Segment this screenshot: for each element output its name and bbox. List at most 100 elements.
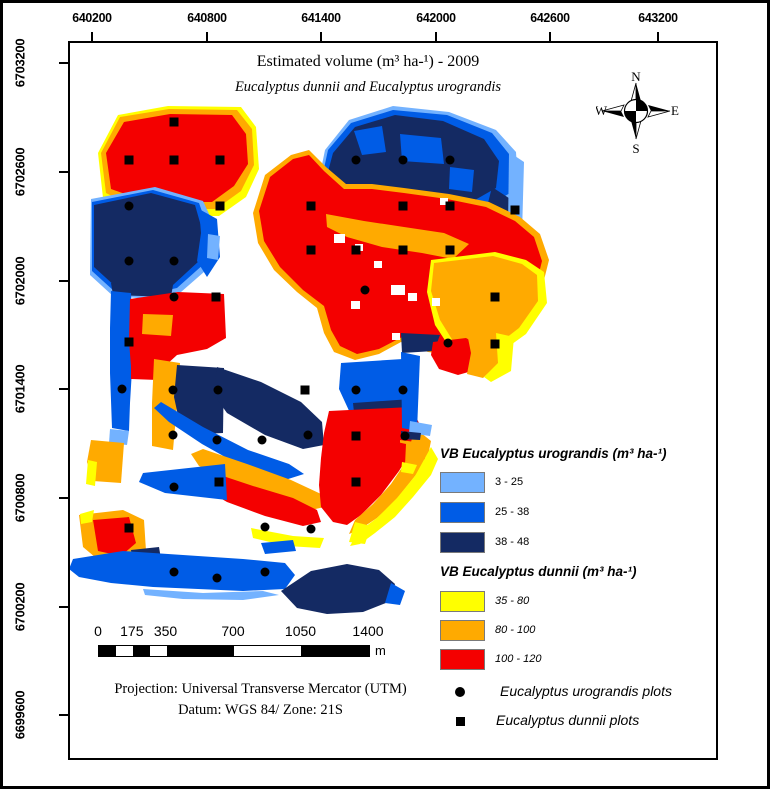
scale-bar-label: 700	[221, 623, 245, 639]
dunnii-plot-marker	[398, 245, 408, 255]
legend-row: 3 - 25	[440, 472, 710, 493]
map-white-gap	[374, 261, 382, 268]
dunnii-plot-marker	[124, 523, 134, 533]
map-patch-blue	[385, 583, 405, 605]
dunnii-plot-marker	[490, 292, 500, 302]
left-axis-label: 6703200	[12, 38, 28, 88]
map-patch-navy	[214, 367, 324, 449]
dunnii-plot-marker	[124, 155, 134, 165]
urograndis-plot-marker	[168, 385, 178, 395]
compass-north-label: N	[631, 69, 641, 84]
map-patch-yellow	[80, 510, 94, 524]
legend-plot-row: Eucalyptus dunnii plots	[440, 712, 716, 730]
map-patch-blue	[139, 464, 227, 500]
map-patch-blue	[154, 402, 304, 480]
legend-header-dunnii: VB Eucalyptus dunnii (m³ ha-¹)	[440, 564, 637, 579]
top-axis-label: 643200	[638, 10, 678, 25]
map-patch-blue	[400, 134, 444, 164]
top-axis-label: 642600	[530, 10, 570, 25]
map-patch-yellow	[349, 522, 371, 544]
compass-south-label: S	[632, 141, 639, 156]
scale-bar-segment	[301, 646, 369, 656]
dunnii-plot-marker	[124, 337, 134, 347]
legend-plot-label: Eucalyptus urograndis plots	[500, 683, 672, 699]
urograndis-plot-marker	[257, 435, 267, 445]
map-white-gap	[351, 301, 360, 309]
map-patch-navy	[281, 564, 395, 614]
map-patch-orange	[142, 314, 173, 336]
legend-row: 25 - 38	[440, 502, 710, 523]
legend-row: 38 - 48	[440, 532, 710, 553]
urograndis-plot-marker	[351, 155, 361, 165]
legend-swatch	[440, 532, 485, 553]
map-patch-blue	[449, 167, 474, 192]
left-axis-label: 6700800	[12, 473, 28, 523]
urograndis-plot-marker	[169, 256, 179, 266]
map-patch-orange	[87, 440, 124, 483]
top-axis-tick	[320, 32, 322, 41]
map-white-gap	[302, 314, 311, 322]
map-patch-blue	[401, 352, 420, 431]
map-title: Estimated volume (m³ ha-¹) - 2009	[256, 53, 480, 70]
map-patch-blue	[261, 540, 296, 554]
legend-class-label: 25 - 38	[495, 506, 530, 518]
left-axis-tick	[59, 714, 68, 716]
map-patch-orange	[152, 359, 180, 450]
dunnii-plot-marker	[306, 201, 316, 211]
urograndis-plot-marker	[398, 385, 408, 395]
scale-bar-label: 1050	[284, 623, 317, 639]
legend-class-label: 3 - 25	[495, 476, 524, 488]
scale-bar-segment	[166, 646, 235, 656]
scale-bar-segment	[132, 646, 150, 656]
left-axis-tick	[59, 388, 68, 390]
map-patch-navy	[94, 193, 203, 291]
urograndis-plot-marker	[303, 430, 313, 440]
scale-bar-strip	[98, 645, 370, 657]
urograndis-plot-marker	[260, 522, 270, 532]
compass-west-label: W	[596, 103, 608, 118]
north-arrow-icon: N S W E	[596, 69, 679, 156]
urograndis-plot-marker	[213, 385, 223, 395]
map-patch-blue	[354, 126, 386, 155]
dunnii-plot-marker	[398, 201, 408, 211]
left-axis-tick	[59, 171, 68, 173]
projection-note: Projection: Universal Transverse Mercato…	[114, 681, 407, 697]
legend-swatch	[440, 649, 485, 670]
legend-row: 100 - 120	[440, 649, 710, 670]
top-axis-tick	[435, 32, 437, 41]
legend-swatch	[440, 472, 485, 493]
plot-square-icon	[456, 717, 465, 726]
dunnii-plot-marker	[445, 201, 455, 211]
map-patch-red	[319, 407, 419, 525]
urograndis-plot-marker	[398, 155, 408, 165]
scale-bar-segment	[115, 646, 133, 656]
top-axis-tick	[549, 32, 551, 41]
map-white-gap	[392, 333, 400, 340]
dunnii-plot-marker	[214, 477, 224, 487]
map-patch-red	[199, 472, 321, 526]
left-axis-tick	[59, 497, 68, 499]
map-white-gap	[408, 293, 417, 301]
map-patch-orange	[431, 256, 538, 349]
map-patch-yellow	[401, 462, 417, 474]
map-patch-orange	[400, 440, 425, 465]
urograndis-plot-marker	[212, 435, 222, 445]
legend-plot-row: Eucalyptus urograndis plots	[440, 683, 716, 701]
legend-class-label: 80 - 100	[495, 624, 536, 636]
dunnii-plot-marker	[306, 245, 316, 255]
map-subtitle: Eucalyptus dunnii and Eucalyptus urogran…	[234, 79, 502, 95]
top-axis-tick	[91, 32, 93, 41]
map-patch-red	[396, 442, 406, 465]
legend-swatch	[440, 591, 485, 612]
map-patch-light_blue	[207, 234, 220, 260]
map-patch-light_blue	[109, 429, 129, 445]
dunnii-plot-marker	[510, 205, 520, 215]
map-white-gap	[440, 198, 448, 205]
top-axis-label: 641400	[301, 10, 341, 25]
legend-swatch	[440, 620, 485, 641]
legend-class-label: 35 - 80	[495, 595, 530, 607]
urograndis-plot-marker	[117, 384, 127, 394]
plot-circle-icon	[455, 687, 465, 697]
dunnii-plot-marker	[490, 339, 500, 349]
urograndis-plot-marker	[168, 430, 178, 440]
